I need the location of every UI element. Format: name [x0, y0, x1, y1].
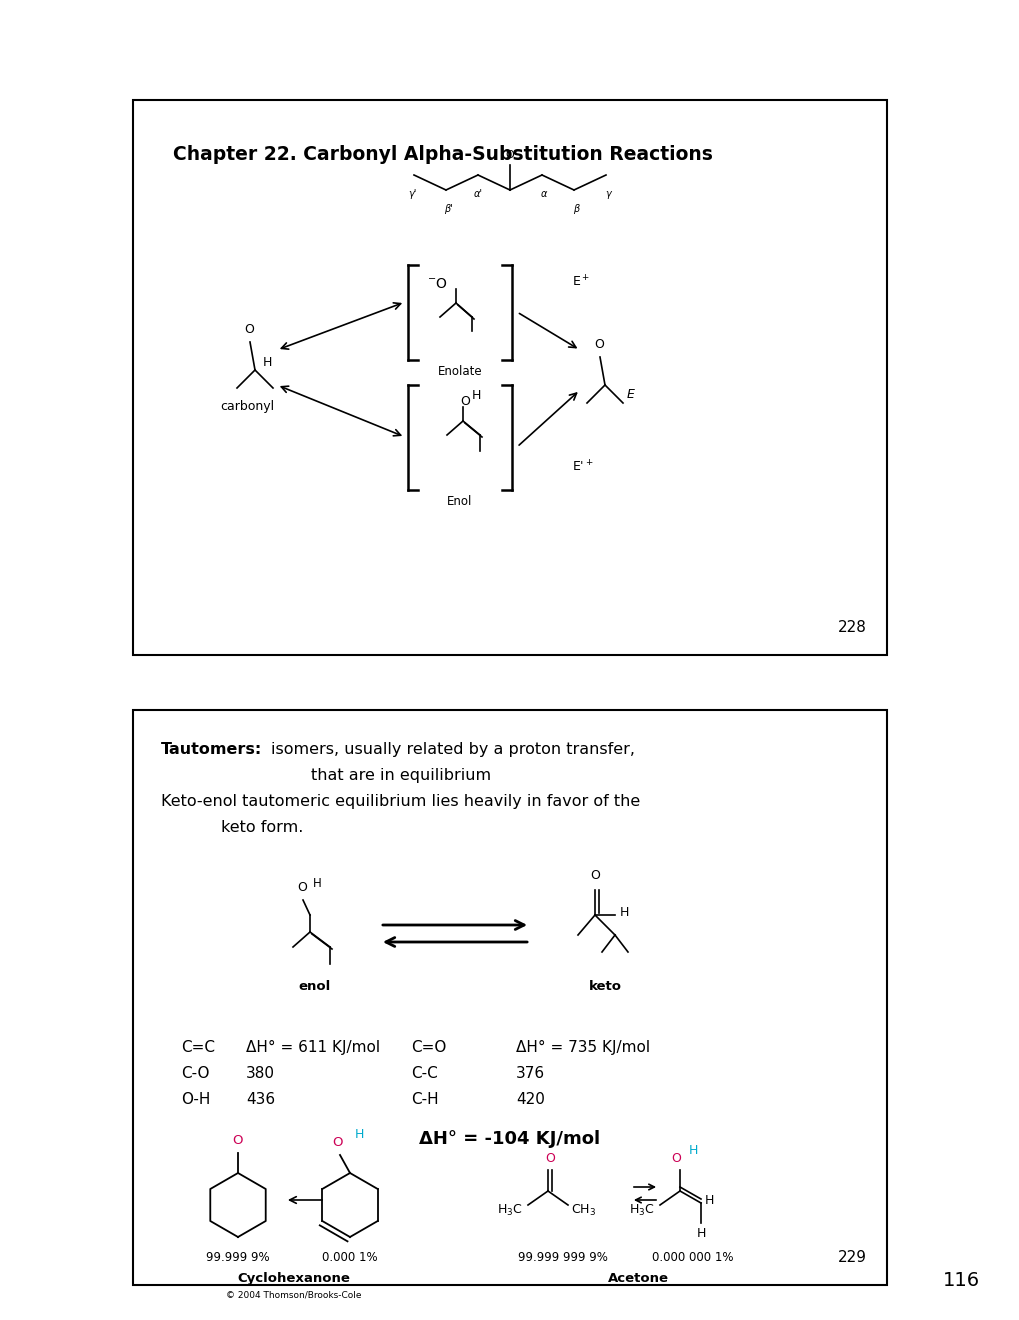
- Text: C=C: C=C: [180, 1040, 215, 1055]
- Text: Enol: Enol: [447, 495, 472, 508]
- Text: $^{-}$O: $^{-}$O: [427, 277, 447, 290]
- Text: 380: 380: [246, 1067, 275, 1081]
- Text: ΔH° = 611 KJ/mol: ΔH° = 611 KJ/mol: [246, 1040, 380, 1055]
- Text: β': β': [443, 205, 452, 214]
- Text: H$_3$C: H$_3$C: [629, 1203, 654, 1217]
- Text: 229: 229: [838, 1250, 866, 1265]
- Text: 99.999 999 9%: 99.999 999 9%: [518, 1251, 607, 1265]
- Text: 0.000 1%: 0.000 1%: [322, 1251, 377, 1265]
- Text: H: H: [263, 355, 272, 368]
- Text: O: O: [332, 1137, 343, 1148]
- Text: ΔH° = -104 KJ/mol: ΔH° = -104 KJ/mol: [419, 1130, 600, 1148]
- Text: enol: enol: [299, 979, 331, 993]
- Text: that are in equilibrium: that are in equilibrium: [311, 768, 490, 783]
- Text: 420: 420: [516, 1092, 544, 1107]
- Text: E: E: [627, 388, 634, 401]
- Text: O-H: O-H: [180, 1092, 210, 1107]
- Text: keto: keto: [588, 979, 621, 993]
- Text: Cyclohexanone: Cyclohexanone: [237, 1272, 351, 1284]
- Text: γ': γ': [408, 189, 416, 199]
- Text: H: H: [704, 1195, 713, 1208]
- Text: Enolate: Enolate: [437, 366, 482, 378]
- Text: E$^+$: E$^+$: [572, 275, 590, 289]
- Text: carbonyl: carbonyl: [220, 400, 274, 413]
- Text: 376: 376: [516, 1067, 544, 1081]
- Text: O: O: [671, 1152, 681, 1166]
- Text: C-C: C-C: [411, 1067, 437, 1081]
- Text: O: O: [460, 395, 470, 408]
- Text: E'$^+$: E'$^+$: [572, 459, 593, 475]
- Text: Acetone: Acetone: [607, 1272, 667, 1284]
- Text: H: H: [355, 1129, 364, 1140]
- Text: C=O: C=O: [411, 1040, 446, 1055]
- Text: γ: γ: [604, 189, 610, 199]
- Text: Tautomers:: Tautomers:: [161, 742, 262, 756]
- Text: ΔH° = 735 KJ/mol: ΔH° = 735 KJ/mol: [516, 1040, 649, 1055]
- Text: 99.999 9%: 99.999 9%: [206, 1251, 270, 1265]
- Text: 116: 116: [942, 1271, 979, 1290]
- Text: CH$_3$: CH$_3$: [571, 1203, 595, 1217]
- Text: H: H: [688, 1144, 698, 1158]
- Text: O: O: [593, 338, 603, 351]
- Text: H: H: [620, 906, 629, 919]
- Text: C-O: C-O: [180, 1067, 209, 1081]
- Text: H: H: [313, 876, 321, 890]
- Text: keto form.: keto form.: [221, 820, 303, 836]
- Text: α': α': [473, 189, 482, 199]
- Text: O: O: [589, 869, 599, 882]
- Text: H: H: [696, 1228, 705, 1239]
- Text: H: H: [472, 389, 481, 403]
- Text: C-H: C-H: [411, 1092, 438, 1107]
- Text: O: O: [297, 880, 307, 894]
- Text: 228: 228: [838, 620, 866, 635]
- Text: © 2004 Thomson/Brooks-Cole: © 2004 Thomson/Brooks-Cole: [226, 1290, 362, 1299]
- Text: isomers, usually related by a proton transfer,: isomers, usually related by a proton tra…: [271, 742, 635, 756]
- Bar: [132, 710, 887, 1284]
- Text: α: α: [540, 189, 546, 199]
- Text: O: O: [244, 323, 254, 337]
- Text: 0.000 000 1%: 0.000 000 1%: [651, 1251, 733, 1265]
- Text: O: O: [544, 1152, 554, 1166]
- Text: Keto-enol tautomeric equilibrium lies heavily in favor of the: Keto-enol tautomeric equilibrium lies he…: [161, 795, 640, 809]
- Text: H$_3$C: H$_3$C: [497, 1203, 523, 1217]
- Text: 436: 436: [246, 1092, 275, 1107]
- Bar: [132, 100, 887, 655]
- Text: O: O: [505, 150, 514, 160]
- Text: O: O: [232, 1134, 243, 1147]
- Text: β: β: [573, 205, 579, 214]
- Text: Chapter 22. Carbonyl Alpha-Substitution Reactions: Chapter 22. Carbonyl Alpha-Substitution …: [173, 145, 712, 164]
